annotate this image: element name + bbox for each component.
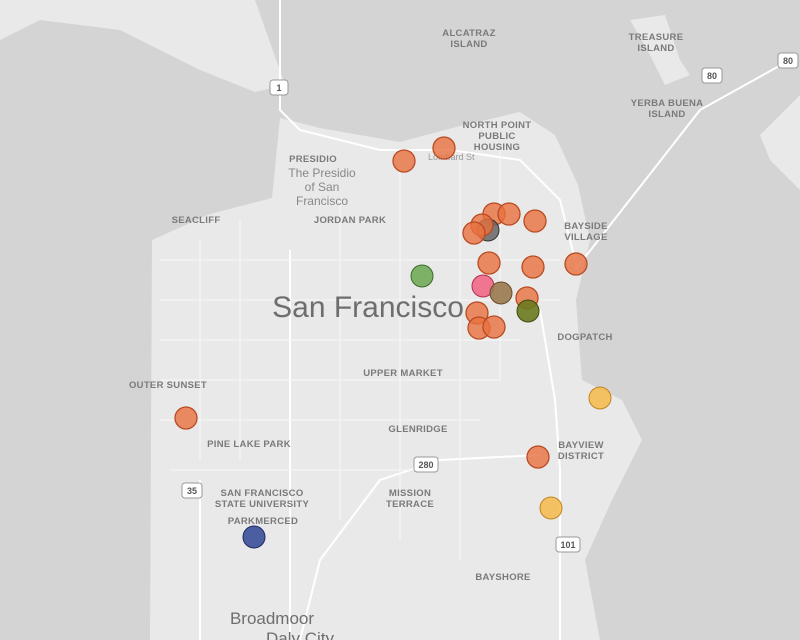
shield (269, 79, 289, 96)
place-labels: ALCATRAZ ISLAND TREASURE ISLAND YERBA BUEN… (129, 28, 703, 640)
place-label: YERBA BUENA ISLAND (631, 98, 704, 120)
place-label: SEACLIFF (172, 215, 221, 226)
shield (555, 536, 581, 553)
park-label: The Presidio of San Francisco (288, 166, 356, 208)
marker[interactable] (526, 445, 550, 469)
marker[interactable] (462, 221, 486, 245)
shield-label: 280 (418, 460, 433, 470)
marker[interactable] (497, 202, 521, 226)
place-label: TREASURE ISLAND (629, 32, 684, 54)
place-label: BAYVIEW DISTRICT (558, 440, 604, 462)
marker[interactable] (410, 264, 434, 288)
place-label: SAN FRANCISCO STATE UNIVERSITY (215, 488, 310, 510)
shield (413, 456, 439, 473)
marker[interactable] (432, 136, 456, 160)
shields: 1 80 80 35 280 101 (181, 52, 799, 553)
land-marin (0, 0, 285, 92)
marker[interactable] (489, 281, 513, 305)
town-label: Broadmoor (230, 609, 314, 628)
place-label: NORTH POINT PUBLIC HOUSING (463, 120, 532, 153)
marker[interactable] (392, 149, 416, 173)
roads (160, 0, 791, 640)
place-label: OUTER SUNSET (129, 380, 207, 391)
shield (181, 482, 203, 499)
land-east-bay (760, 95, 800, 190)
shield (701, 67, 723, 84)
shield-label: 35 (187, 486, 197, 496)
place-label: BAYSHORE (475, 572, 530, 583)
marker[interactable] (564, 252, 588, 276)
city-label: San Francisco (272, 291, 464, 324)
marker[interactable] (477, 251, 501, 275)
place-label: BAYSIDE VILLAGE (564, 221, 607, 243)
shield-label: 101 (560, 540, 575, 550)
place-label: JORDAN PARK (314, 215, 386, 226)
place-label: GLENRIDGE (388, 424, 447, 435)
marker[interactable] (588, 386, 612, 410)
place-label: PARKMERCED (228, 516, 298, 527)
town-label: Daly City (266, 629, 335, 640)
markers (174, 136, 612, 549)
land-sf (150, 112, 642, 640)
marker[interactable] (539, 496, 563, 520)
marker[interactable] (242, 525, 266, 549)
place-label: UPPER MARKET (363, 368, 443, 379)
marker[interactable] (523, 209, 547, 233)
place-label: DOGPATCH (557, 332, 612, 343)
marker[interactable] (521, 255, 545, 279)
shield-label: 80 (783, 56, 793, 66)
place-label: MISSION TERRACE (386, 488, 434, 510)
marker[interactable] (516, 299, 540, 323)
place-label: ALCATRAZ ISLAND (442, 28, 495, 50)
shield-label: 1 (276, 83, 281, 93)
street-label: Lombard St (428, 152, 475, 162)
marker[interactable] (174, 406, 198, 430)
shield (777, 52, 799, 69)
place-label: PINE LAKE PARK (207, 439, 291, 450)
place-label: PRESIDIO (289, 154, 337, 165)
land-treasure (630, 15, 690, 85)
marker[interactable] (482, 315, 506, 339)
shield-label: 80 (707, 71, 717, 81)
